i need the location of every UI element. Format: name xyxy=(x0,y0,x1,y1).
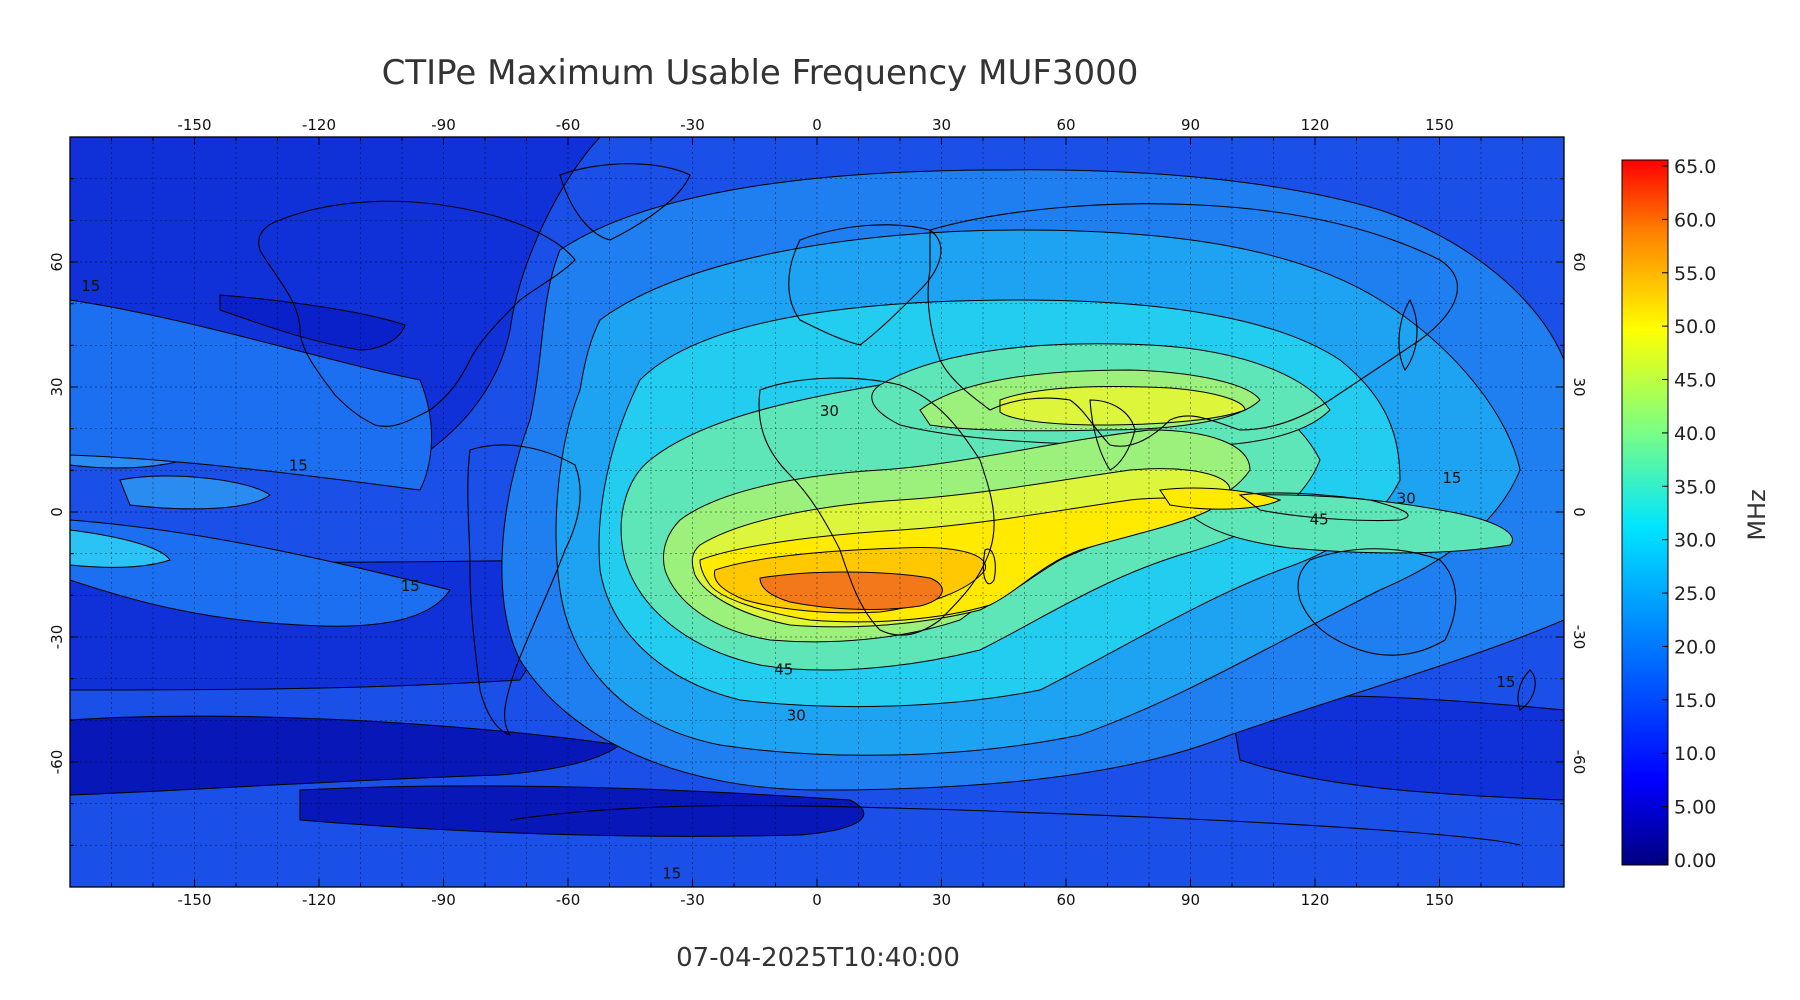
muf-contour-map xyxy=(70,137,1564,887)
colorbar-tick-label: 10.0 xyxy=(1674,743,1716,765)
colorbar-tick-label: 20.0 xyxy=(1674,636,1716,658)
coastline-japan xyxy=(1398,298,1418,372)
contour-label: 30 xyxy=(1397,490,1416,508)
contour-label: 15 xyxy=(401,577,420,595)
contour-band-deep-blue xyxy=(219,294,406,351)
contour-label: 45 xyxy=(774,661,793,679)
contour-label: 15 xyxy=(289,456,308,474)
longitude-label: -60 xyxy=(556,891,581,909)
contour-label: 15 xyxy=(1496,673,1515,691)
colorbar-tick-label: 30.0 xyxy=(1674,530,1716,552)
longitude-label: -150 xyxy=(177,891,211,909)
coastline-south-america xyxy=(467,444,581,737)
latitude-label: -30 xyxy=(1570,625,1588,650)
latitude-label: -60 xyxy=(1570,750,1588,775)
contour-band-55 xyxy=(759,571,943,610)
colorbar-tick-label: 50.0 xyxy=(1674,316,1716,338)
latitude-label: -30 xyxy=(48,625,66,650)
contour-band-light-blue xyxy=(70,299,432,491)
contour-label: 45 xyxy=(1310,511,1329,529)
coastline-asia xyxy=(927,203,1458,447)
colorbar-unit-label: MHz xyxy=(1743,489,1771,540)
latitude-label: 60 xyxy=(48,252,66,271)
longitude-label: -30 xyxy=(680,116,705,134)
chart-title: CTIPe Maximum Usable Frequency MUF3000 xyxy=(382,53,1139,93)
colorbar-tick-label: 0.00 xyxy=(1674,850,1716,872)
longitude-label: -30 xyxy=(680,891,705,909)
longitude-label: 120 xyxy=(1301,116,1330,134)
coastline-new-zealand xyxy=(1517,669,1536,711)
colorbar-ticks: 65.0 60.0 55.0 50.0 45.0 40.0 35.0 30.0 25.0 20.0… xyxy=(1662,156,1716,872)
longitude-label: 150 xyxy=(1425,116,1454,134)
longitude-label: 0 xyxy=(812,891,822,909)
contour-band-light-blue xyxy=(70,519,451,627)
colorbar xyxy=(1621,159,1669,866)
longitude-label: 120 xyxy=(1301,891,1330,909)
coastline-europe xyxy=(788,224,942,346)
colorbar-tick-label: 25.0 xyxy=(1674,583,1716,605)
contour-band-light-blue xyxy=(119,475,271,510)
longitude-label: -90 xyxy=(431,891,456,909)
longitude-label: -60 xyxy=(556,116,581,134)
longitude-label: 0 xyxy=(812,116,822,134)
latitude-labels-left: 60 30 0 -30 -60 xyxy=(48,252,66,774)
latitude-label: 0 xyxy=(48,507,66,517)
coastlines xyxy=(258,163,1536,846)
coastline-madagascar xyxy=(982,548,996,585)
longitude-label: 60 xyxy=(1056,116,1075,134)
latitude-label: 0 xyxy=(1570,507,1588,517)
timestamp: 07-04-2025T10:40:00 xyxy=(676,943,960,973)
coastline-australia xyxy=(1297,548,1457,656)
longitude-label: -90 xyxy=(431,116,456,134)
coastline-greenland xyxy=(559,163,691,241)
contour-band-45-east xyxy=(1159,487,1282,510)
colorbar-tick-label: 5.00 xyxy=(1674,797,1716,819)
longitude-label: 30 xyxy=(932,116,951,134)
contour-band-darkest-blue xyxy=(70,715,622,796)
colorbar-tick-label: 45.0 xyxy=(1674,370,1716,392)
longitude-label: -150 xyxy=(177,116,211,134)
axis-ticks xyxy=(70,137,1564,887)
longitude-label: -120 xyxy=(302,891,336,909)
colorbar-tick-label: 65.0 xyxy=(1674,156,1716,178)
longitude-label: 150 xyxy=(1425,891,1454,909)
contour-band-30-east xyxy=(1179,494,1513,554)
latitude-label: -60 xyxy=(48,750,66,775)
coastline-north-america xyxy=(258,200,576,427)
latitude-label: 30 xyxy=(1570,377,1588,396)
contour-label: 15 xyxy=(81,277,100,295)
longitude-label: 90 xyxy=(1181,116,1200,134)
coastline-africa xyxy=(758,377,995,636)
longitude-labels-top: -150 -120 -90 -60 -30 0 30 60 90 120 150 xyxy=(177,116,1453,134)
contour-label: 15 xyxy=(662,865,681,883)
contour-labels: 15 15 15 15 15 30 30 30 45 45 15 xyxy=(81,277,1515,883)
longitude-label: 90 xyxy=(1181,891,1200,909)
longitude-label: -120 xyxy=(302,116,336,134)
contour-label: 15 xyxy=(1442,469,1461,487)
longitude-label: 60 xyxy=(1056,891,1075,909)
contour-band-40-north xyxy=(999,385,1246,426)
contour-label: 30 xyxy=(787,706,806,724)
latitude-label: 60 xyxy=(1570,252,1588,271)
colorbar-tick-label: 60.0 xyxy=(1674,209,1716,231)
graticule-grid xyxy=(70,137,1564,887)
colorbar-tick-label: 35.0 xyxy=(1674,476,1716,498)
coastline-antarctica xyxy=(509,804,1521,846)
latitude-labels-right: 60 30 0 -30 -60 xyxy=(1570,252,1588,774)
contour-band-cyan xyxy=(70,529,171,568)
longitude-labels-bottom: -150 -120 -90 -60 -30 0 30 60 90 120 150 xyxy=(177,891,1453,909)
latitude-label: 30 xyxy=(48,377,66,396)
coastline-india xyxy=(1089,399,1136,471)
colorbar-tick-label: 15.0 xyxy=(1674,690,1716,712)
contour-label: 30 xyxy=(820,402,839,420)
colorbar-tick-label: 40.0 xyxy=(1674,423,1716,445)
colorbar-tick-label: 55.0 xyxy=(1674,263,1716,285)
longitude-label: 30 xyxy=(932,891,951,909)
